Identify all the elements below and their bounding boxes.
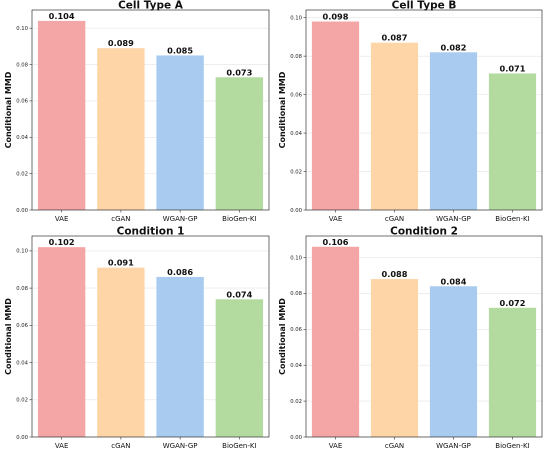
y-tick-label: 0.02 <box>16 398 28 404</box>
axes-frame <box>31 9 270 211</box>
x-tick-label: BioGen-KI <box>495 215 529 223</box>
y-tick-label: 0.00 <box>16 435 28 441</box>
x-tick-label: cGAN <box>111 442 130 450</box>
bar <box>488 73 537 210</box>
y-axis-label: Conditional MMD <box>278 298 287 375</box>
bar <box>215 299 264 437</box>
y-tick-label: 0.06 <box>290 327 302 333</box>
x-tick-label: cGAN <box>385 215 404 223</box>
y-tick-label: 0.06 <box>290 92 302 98</box>
chart-panel-1: 0.00 0.02 0.04 0.06 0.08 0.10 0.104 VAE 0.089 cGA… <box>4 0 270 223</box>
panel-title: Condition 2 <box>390 226 458 238</box>
axes-frame <box>305 9 543 211</box>
bar-value-label: 0.071 <box>500 63 526 73</box>
y-tick-label: 0.00 <box>290 208 302 214</box>
panel-title: Condition 1 <box>117 226 185 238</box>
bar-value-label: 0.086 <box>167 267 193 277</box>
bar-value-label: 0.087 <box>382 33 408 43</box>
x-tick-label: BioGen-KI <box>222 215 256 223</box>
bar <box>311 21 360 210</box>
y-tick-label: 0.04 <box>290 131 302 137</box>
bar <box>156 55 204 210</box>
y-axis-label: Conditional MMD <box>278 71 287 148</box>
x-tick-label: WGAN-GP <box>163 215 198 223</box>
bar <box>429 286 478 437</box>
y-axis-label: Conditional MMD <box>4 71 13 148</box>
panel-title: Cell Type B <box>392 0 457 12</box>
y-tick-label: 0.04 <box>16 135 28 141</box>
x-tick-label: WGAN-GP <box>436 215 471 223</box>
y-tick-label: 0.10 <box>16 26 28 32</box>
x-tick-label: VAE <box>55 215 69 223</box>
bar <box>370 279 419 437</box>
bar-value-label: 0.072 <box>500 298 526 308</box>
bar-value-label: 0.085 <box>167 45 193 55</box>
y-axis-label: Conditional MMD <box>4 298 13 375</box>
bar-value-label: 0.088 <box>382 269 408 279</box>
axes-frame <box>305 235 543 438</box>
bar-value-label: 0.074 <box>226 289 252 299</box>
bar <box>429 52 478 210</box>
bar-value-label: 0.104 <box>49 11 75 21</box>
panel-title: Cell Type A <box>118 0 184 12</box>
chart-panel-2: 0.00 0.02 0.04 0.06 0.08 0.10 0.098 VAE 0.087 cGA… <box>278 0 543 223</box>
y-tick-label: 0.02 <box>290 169 302 175</box>
y-tick-label: 0.10 <box>290 15 302 21</box>
bar-value-label: 0.091 <box>108 258 134 268</box>
bar <box>37 20 86 211</box>
bar <box>156 276 204 437</box>
axes-frame <box>31 235 270 438</box>
y-tick-label: 0.06 <box>16 323 28 329</box>
y-tick-label: 0.08 <box>16 286 28 292</box>
y-tick-label: 0.08 <box>290 54 302 60</box>
y-tick-label: 0.08 <box>290 291 302 297</box>
y-tick-label: 0.02 <box>290 399 302 405</box>
chart-panel-3: 0.00 0.02 0.04 0.06 0.08 0.10 0.102 VAE 0.091 cGA… <box>4 226 270 450</box>
y-tick-label: 0.08 <box>16 62 28 68</box>
y-tick-label: 0.00 <box>290 435 302 441</box>
x-tick-label: WGAN-GP <box>436 442 471 450</box>
bar-value-label: 0.106 <box>323 237 349 247</box>
bar-value-label: 0.102 <box>49 237 75 247</box>
x-tick-label: BioGen-KI <box>222 442 256 450</box>
bar <box>37 247 86 437</box>
bar <box>311 246 360 437</box>
bar-value-label: 0.082 <box>441 42 467 52</box>
y-tick-label: 0.06 <box>16 99 28 105</box>
bar-value-label: 0.073 <box>226 67 252 77</box>
x-tick-label: VAE <box>329 442 343 450</box>
bar <box>370 42 419 210</box>
x-tick-label: WGAN-GP <box>163 442 198 450</box>
y-tick-label: 0.00 <box>16 208 28 214</box>
bar <box>215 77 264 210</box>
x-tick-label: VAE <box>329 215 343 223</box>
x-tick-label: cGAN <box>385 442 404 450</box>
x-tick-label: cGAN <box>111 215 130 223</box>
y-tick-label: 0.04 <box>290 363 302 369</box>
x-tick-label: BioGen-KI <box>495 442 529 450</box>
bar-value-label: 0.089 <box>108 38 134 48</box>
bar <box>97 48 145 210</box>
y-tick-label: 0.04 <box>16 360 28 366</box>
x-tick-label: VAE <box>55 442 69 450</box>
bar <box>488 307 537 437</box>
bar-value-label: 0.084 <box>441 276 467 286</box>
y-tick-label: 0.02 <box>16 171 28 177</box>
bar <box>97 267 145 437</box>
y-tick-label: 0.10 <box>16 249 28 255</box>
bar-value-label: 0.098 <box>323 12 349 22</box>
chart-panel-4: 0.00 0.02 0.04 0.06 0.08 0.10 0.106 VAE 0.088 cGA… <box>278 226 543 450</box>
y-tick-label: 0.10 <box>290 255 302 261</box>
